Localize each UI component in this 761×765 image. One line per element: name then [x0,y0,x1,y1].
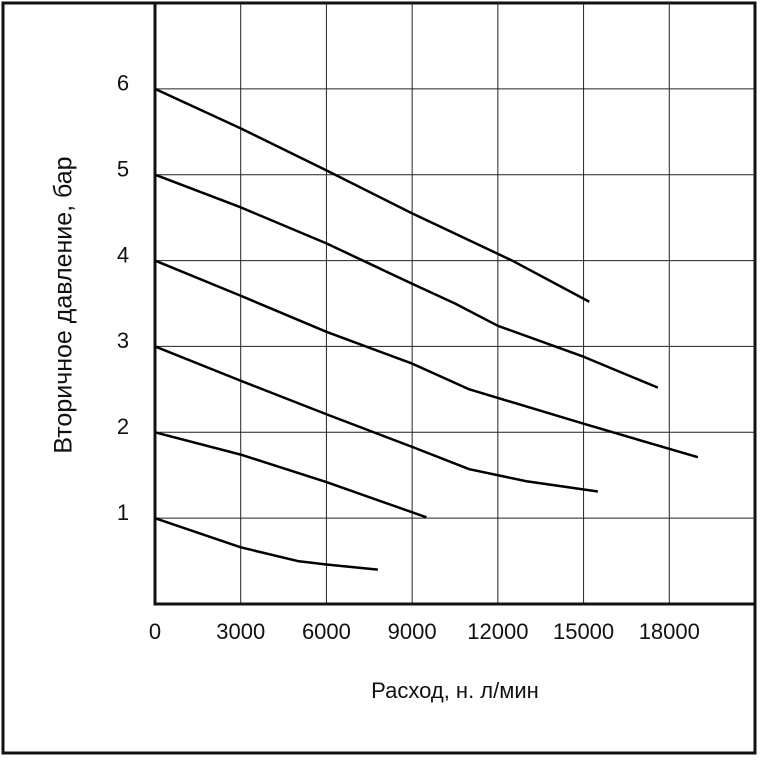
curve [154,173,659,389]
y-tick-label: 1 [117,500,129,525]
curve [154,431,427,519]
y-tick-label: 3 [117,328,129,353]
x-tick-label: 6000 [302,619,351,644]
curve [154,516,378,571]
y-tick-label: 2 [117,414,129,439]
curve [154,87,590,303]
x-tick-label: 18000 [639,619,700,644]
x-tick-label: 0 [149,619,161,644]
y-axis-label: Вторичное давление, бар [50,156,78,453]
x-tick-label: 3000 [216,619,265,644]
x-axis-label: Расход, н. л/мин [371,678,539,703]
x-tick-label: 9000 [388,619,437,644]
x-tick-label: 12000 [467,619,528,644]
y-tick-label: 6 [117,71,129,96]
y-tick-label: 4 [117,242,129,267]
curve [154,345,599,493]
y-tick-label: 5 [117,157,129,182]
frame [1,1,757,755]
curve [154,259,699,459]
x-tick-label: 15000 [553,619,614,644]
